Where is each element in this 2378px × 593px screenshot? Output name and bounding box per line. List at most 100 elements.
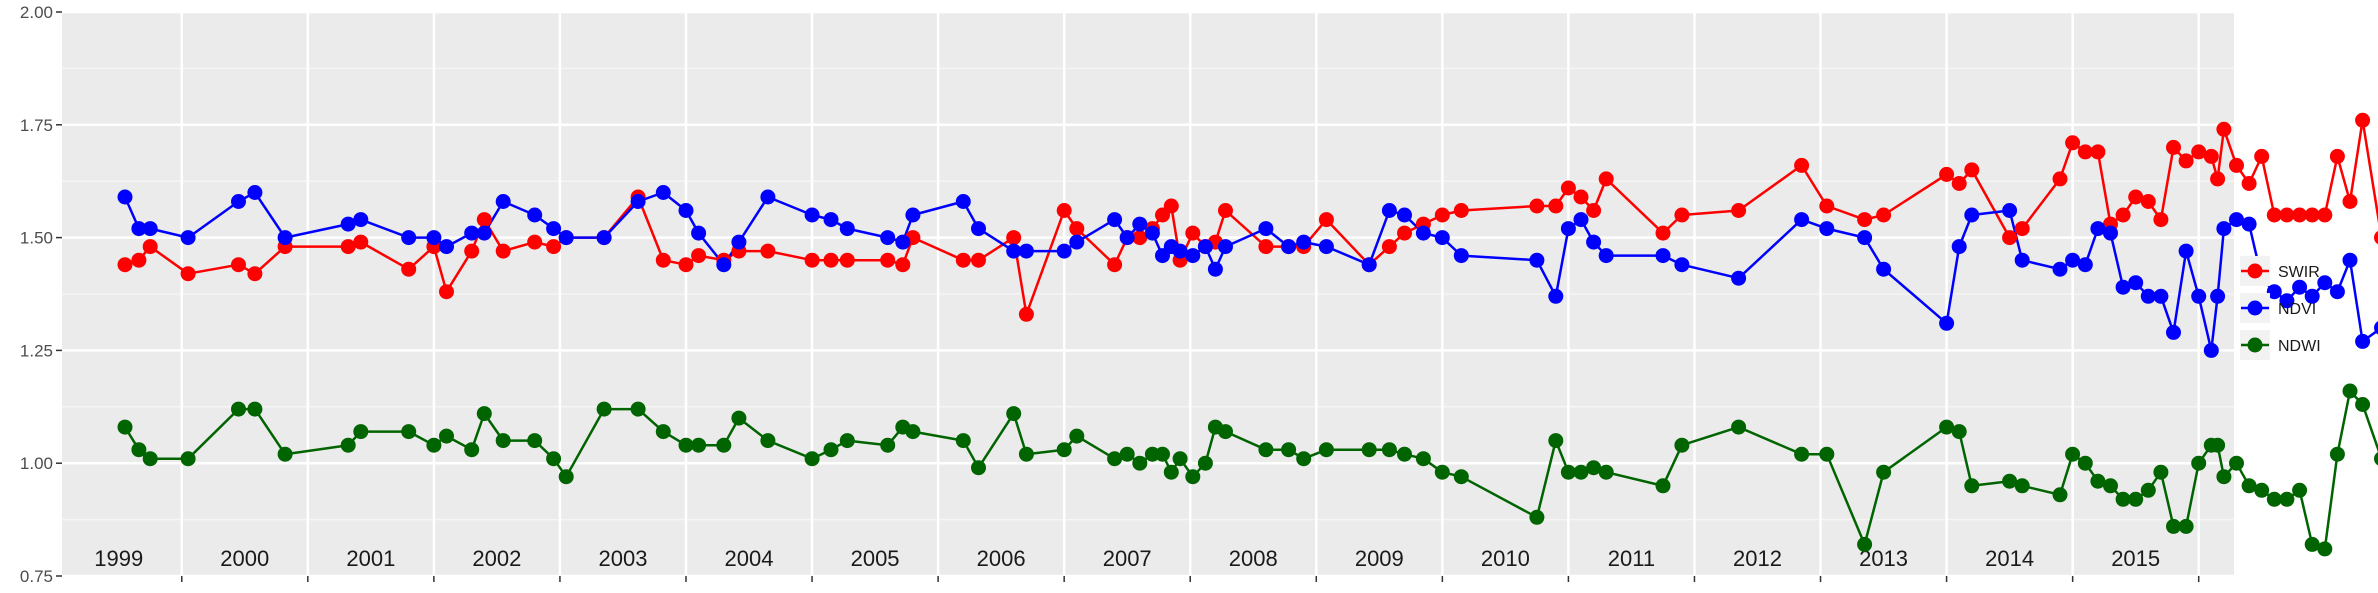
- data-point-ndwi: [1529, 509, 1545, 525]
- data-point-ndwi: [839, 433, 855, 449]
- data-point-swir: [2304, 207, 2320, 223]
- data-point-swir: [476, 212, 492, 228]
- data-point-ndvi: [2279, 293, 2295, 309]
- data-point-swir: [2241, 176, 2257, 191]
- data-point-ndwi: [1119, 446, 1135, 462]
- data-point-ndvi: [495, 194, 511, 209]
- data-point-ndvi: [823, 212, 839, 228]
- data-point-ndvi: [476, 225, 492, 241]
- data-point-ndvi: [464, 225, 480, 241]
- data-point-swir: [340, 239, 356, 255]
- data-point-ndwi: [2090, 473, 2106, 489]
- data-point-ndvi: [1318, 239, 1334, 255]
- data-point-ndwi: [1197, 455, 1213, 471]
- data-point-ndvi: [2374, 321, 2378, 335]
- y-tick-label: 1.25: [20, 341, 53, 360]
- legend-key-point: [2247, 300, 2263, 316]
- data-point-ndvi: [558, 230, 574, 246]
- year-label: 2000: [220, 546, 269, 571]
- data-point-ndvi: [2210, 288, 2226, 304]
- data-point-swir: [2329, 148, 2345, 164]
- data-point-ndvi: [2292, 279, 2308, 295]
- data-point-ndwi: [1951, 424, 1967, 440]
- data-point-swir: [2266, 207, 2282, 223]
- data-point-ndwi: [691, 437, 707, 453]
- series-line-ndvi: [123, 191, 2378, 352]
- data-point-swir: [1529, 198, 1545, 214]
- data-point-ndwi: [1573, 464, 1589, 480]
- data-point-swir: [439, 284, 454, 300]
- data-point-swir: [353, 234, 369, 250]
- data-point-swir: [2342, 194, 2358, 209]
- data-point-swir: [955, 252, 971, 268]
- data-point-ndwi: [1172, 451, 1188, 467]
- data-point-swir: [1951, 176, 1967, 191]
- data-point-ndwi: [2304, 536, 2320, 552]
- data-point-ndwi: [2077, 455, 2093, 471]
- data-point-swir: [1857, 212, 1873, 228]
- data-point-ndvi: [1207, 261, 1223, 277]
- year-label: 2012: [1733, 546, 1782, 571]
- data-point-swir: [1018, 306, 1034, 322]
- data-point-swir: [2203, 148, 2219, 164]
- data-point-ndvi: [2140, 288, 2156, 304]
- data-point-ndvi: [716, 257, 732, 273]
- data-point-ndwi: [1132, 455, 1148, 471]
- data-point-swir: [2128, 189, 2144, 205]
- data-point-swir: [2090, 144, 2106, 160]
- data-point-swir: [2153, 212, 2169, 228]
- data-point-swir: [1132, 230, 1148, 246]
- data-point-ndvi: [2002, 203, 2018, 218]
- data-point-ndvi: [731, 234, 747, 250]
- data-point-ndvi: [2128, 275, 2144, 291]
- data-point-swir: [1655, 225, 1671, 241]
- data-point-ndvi: [247, 185, 263, 200]
- y-tick-label: 1.00: [20, 454, 53, 473]
- data-point-swir: [1258, 239, 1274, 255]
- year-label: 2011: [1608, 546, 1655, 571]
- data-point-ndwi: [1674, 437, 1690, 453]
- data-point-ndwi: [1876, 464, 1892, 480]
- data-point-swir: [2065, 135, 2081, 151]
- data-point-ndvi: [905, 207, 921, 223]
- data-point-ndwi: [1185, 469, 1201, 485]
- data-point-swir: [1218, 203, 1233, 218]
- data-point-ndwi: [880, 437, 896, 453]
- year-label: 2004: [725, 546, 774, 571]
- data-point-ndwi: [804, 451, 820, 467]
- year-label: 2002: [472, 546, 521, 571]
- data-point-swir: [1819, 198, 1835, 214]
- data-point-ndvi: [1197, 239, 1213, 255]
- data-point-ndvi: [596, 230, 612, 246]
- data-point-ndwi: [2292, 482, 2308, 498]
- year-label: 1999: [94, 546, 143, 571]
- data-point-ndwi: [2140, 482, 2156, 498]
- data-point-ndvi: [1397, 207, 1412, 223]
- data-point-swir: [880, 252, 896, 268]
- data-point-swir: [1674, 207, 1690, 223]
- data-point-swir: [678, 257, 694, 273]
- data-point-ndwi: [731, 410, 747, 426]
- data-point-ndwi: [401, 424, 417, 440]
- data-point-ndvi: [955, 194, 971, 209]
- data-point-ndwi: [955, 433, 971, 449]
- data-point-ndwi: [340, 437, 356, 453]
- data-point-swir: [2178, 153, 2194, 169]
- data-point-ndwi: [2103, 478, 2118, 494]
- data-point-ndvi: [1573, 212, 1589, 228]
- data-point-ndwi: [2241, 478, 2257, 494]
- legend-label-ndvi: NDVI: [2278, 301, 2316, 318]
- data-point-ndwi: [1318, 442, 1334, 458]
- data-point-ndvi: [277, 230, 293, 246]
- data-point-swir: [1318, 212, 1334, 228]
- data-point-ndwi: [1155, 446, 1170, 462]
- data-point-swir: [2191, 144, 2207, 160]
- data-point-swir: [1107, 257, 1123, 273]
- data-point-ndvi: [880, 230, 896, 246]
- data-point-ndwi: [1056, 442, 1072, 458]
- data-point-ndwi: [1964, 478, 1980, 494]
- data-point-ndvi: [2166, 324, 2181, 340]
- x-axis-ticks: [181, 576, 2200, 582]
- data-point-ndvi: [1819, 221, 1835, 237]
- data-point-ndvi: [1586, 234, 1602, 250]
